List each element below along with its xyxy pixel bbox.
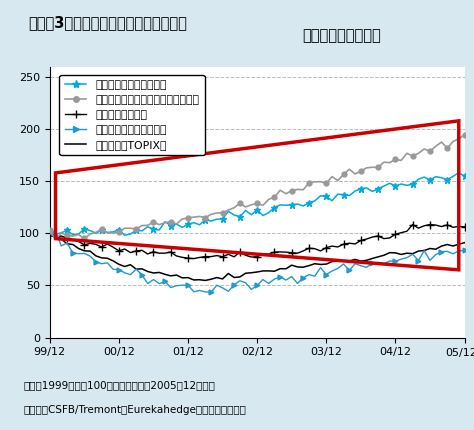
- Text: 【図表3】ヘッジファンドと投資信託の: 【図表3】ヘッジファンドと投資信託の: [28, 15, 187, 30]
- Text: （出所）CSFB/Tremont、Eurekahedge、野村総合研究所: （出所）CSFB/Tremont、Eurekahedge、野村総合研究所: [24, 405, 246, 415]
- Text: （注）1999年末を100とした。直近は2005年12月末。: （注）1999年末を100とした。直近は2005年12月末。: [24, 381, 216, 390]
- Text: パフォーマンス推移: パフォーマンス推移: [302, 28, 381, 43]
- Legend: ヘッジファンド（全体）, ヘッジファンド（日本資産特化型）, 投資信託（全体）, 投資信託（国内株式型）, 国内株式（TOPIX）: ヘッジファンド（全体）, ヘッジファンド（日本資産特化型）, 投資信託（全体）,…: [59, 75, 204, 155]
